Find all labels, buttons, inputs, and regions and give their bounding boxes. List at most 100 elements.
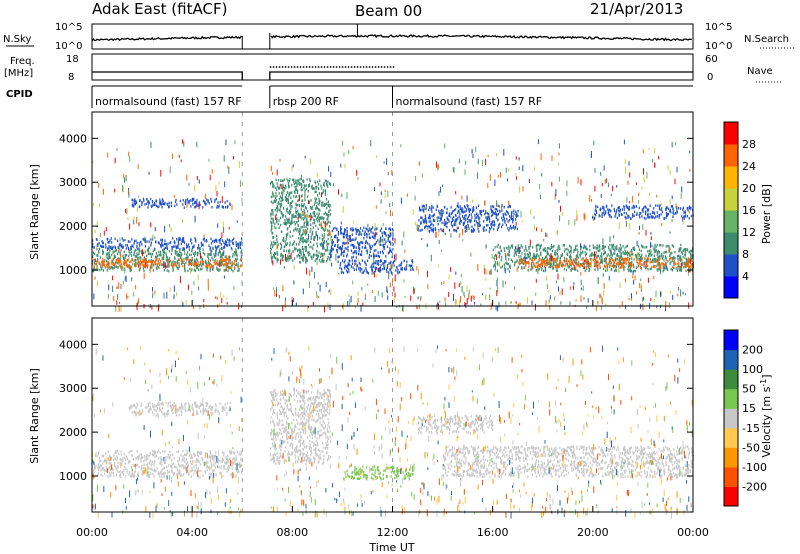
scatter-cell: [528, 262, 530, 265]
scatter-cell: [488, 216, 490, 219]
scatter-cell: [192, 252, 194, 255]
scatter-cell: [617, 206, 619, 210]
scatter-cell: [186, 243, 188, 246]
scatter-cell: [143, 238, 145, 242]
scatter-cell: [298, 213, 300, 218]
scatter-cell: [194, 260, 196, 264]
scatter-cell: [562, 263, 565, 267]
scatter-cell: [141, 201, 143, 204]
scatter-cell: [327, 237, 329, 241]
scatter-cell: [128, 250, 130, 253]
scatter-cell: [184, 465, 186, 468]
scatter-cell: [168, 205, 170, 208]
scatter-cell: [685, 269, 687, 273]
scatter-cell: [180, 255, 182, 258]
scatter-cell: [120, 249, 122, 252]
scatter-cell: [136, 262, 138, 265]
scatter-cell: [384, 190, 386, 193]
scatter-cell: [595, 247, 597, 250]
scatter-cell: [228, 259, 230, 262]
scatter-cell: [537, 263, 539, 267]
scatter-cell: [178, 237, 180, 240]
scatter-cell: [326, 202, 328, 205]
scatter-cell: [314, 221, 316, 225]
scatter-cell: [373, 252, 375, 255]
scatter-cell: [357, 242, 359, 245]
scatter-cell: [319, 209, 321, 212]
scatter-cell: [272, 232, 274, 235]
scatter-cell: [629, 254, 631, 257]
scatter-cell: [619, 282, 621, 289]
scatter-cell: [482, 209, 485, 212]
scatter-cell: [285, 198, 287, 202]
power-colorbar-swatch-5: [724, 166, 738, 189]
scatter-cell: [136, 241, 138, 245]
scatter-cell: [652, 210, 654, 214]
scatter-cell: [633, 279, 635, 285]
scatter-cell: [611, 246, 613, 249]
scatter-cell: [444, 297, 446, 302]
scatter-cell: [510, 258, 512, 262]
scatter-cell: [467, 225, 468, 233]
scatter-cell: [679, 247, 681, 250]
scatter-cell: [221, 246, 223, 250]
scatter-cell: [107, 252, 109, 255]
scatter-cell: [498, 301, 500, 308]
scatter-cell: [101, 240, 103, 243]
scatter-cell: [648, 253, 650, 256]
power-colorbar-swatch-7: [724, 122, 738, 145]
scatter-cell: [611, 204, 613, 207]
scatter-cell: [280, 254, 282, 257]
scatter-cell: [350, 295, 352, 303]
scatter-cell: [590, 254, 592, 257]
scatter-cell: [306, 259, 308, 263]
scatter-cell: [639, 225, 640, 230]
scatter-cell: [514, 249, 516, 252]
scatter-cell: [113, 250, 115, 254]
scatter-cell: [646, 172, 648, 179]
scatter-cell: [352, 280, 354, 285]
scatter-cell: [644, 260, 646, 264]
scatter-cell: [638, 245, 640, 248]
scatter-cell: [549, 261, 551, 264]
scatter-cell: [315, 233, 318, 236]
scatter-cell: [149, 459, 151, 462]
scatter-cell: [519, 258, 521, 261]
scatter-cell: [388, 227, 390, 231]
scatter-cell: [316, 206, 318, 209]
scatter-cell: [305, 267, 307, 275]
scatter-cell: [385, 260, 387, 263]
scatter-cell: [240, 251, 242, 254]
scatter-cell: [307, 305, 309, 312]
scatter-cell: [321, 253, 324, 257]
scatter-cell: [658, 155, 660, 160]
scatter-cell: [473, 295, 475, 300]
scatter-cell: [665, 263, 667, 268]
scatter-cell: [117, 246, 119, 249]
scatter-cell: [541, 262, 544, 266]
scatter-cell: [686, 260, 688, 264]
scatter-cell: [515, 260, 517, 263]
scatter-cell: [585, 267, 588, 270]
scatter-cell: [431, 210, 433, 213]
scatter-cell: [232, 263, 234, 266]
scatter-cell: [275, 186, 277, 190]
scatter-cell: [135, 259, 137, 262]
scatter-cell: [677, 267, 679, 270]
scatter-cell: [459, 219, 461, 223]
scatter-cell: [112, 249, 114, 255]
scatter-cell: [330, 288, 332, 296]
scatter-cell: [171, 265, 173, 268]
scatter-cell: [303, 223, 305, 226]
scatter-cell: [196, 141, 198, 148]
scatter-cell: [236, 250, 238, 254]
scatter-cell: [467, 215, 469, 219]
scatter-cell: [594, 257, 596, 261]
scatter-cell: [416, 305, 418, 310]
scatter-cell: [368, 253, 371, 257]
scatter-cell: [182, 240, 184, 243]
scatter-cell: [224, 259, 226, 262]
scatter-cell: [194, 200, 196, 204]
scatter-cell: [392, 278, 394, 283]
scatter-cell: [117, 239, 119, 242]
